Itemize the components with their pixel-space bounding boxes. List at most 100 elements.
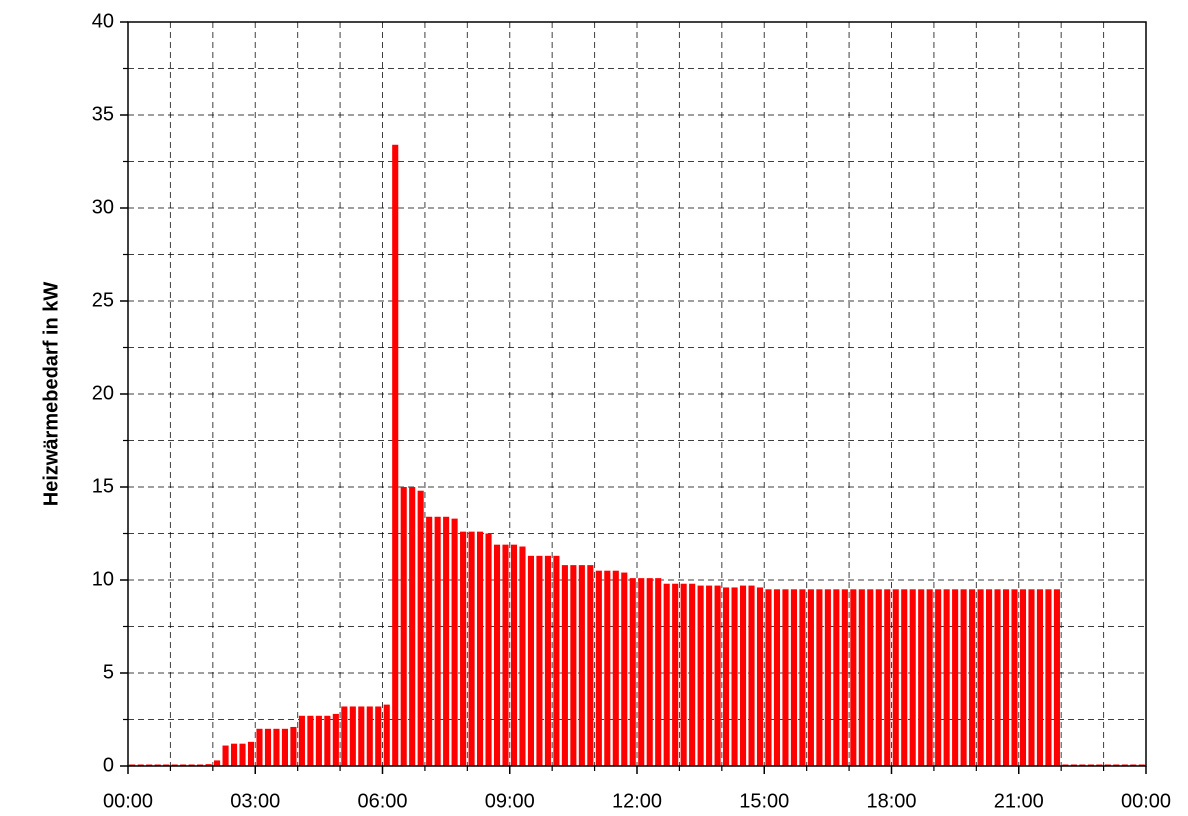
bar (434, 516, 441, 766)
bar (604, 570, 611, 766)
bar (1053, 589, 1060, 766)
bar (230, 743, 238, 766)
bar (358, 706, 365, 766)
bar (986, 589, 993, 766)
bar (247, 741, 255, 766)
bar (909, 589, 916, 766)
bar (290, 726, 297, 766)
bar (723, 587, 730, 766)
bar (672, 583, 679, 766)
bar (782, 589, 789, 766)
bar (935, 589, 942, 766)
bar (918, 589, 925, 766)
y-tick-label: 35 (92, 103, 114, 125)
bar (587, 565, 594, 766)
bar (324, 715, 331, 766)
bar (756, 587, 764, 766)
bar (349, 706, 356, 766)
x-tick-label: 00:00 (103, 790, 153, 812)
bar (680, 583, 687, 766)
bar (451, 518, 458, 766)
bar (926, 589, 933, 766)
y-axis-label: Heizwärmebedarf in kW (40, 282, 62, 507)
bar (739, 585, 747, 766)
bar (748, 585, 755, 766)
bar (409, 487, 416, 766)
bar (273, 728, 280, 766)
x-tick-label: 00:00 (1121, 790, 1171, 812)
x-tick-label: 03:00 (230, 790, 280, 812)
bar (332, 713, 339, 766)
bar (595, 570, 602, 766)
x-tick-label: 06:00 (357, 790, 407, 812)
bar (383, 704, 390, 766)
bar (824, 589, 831, 766)
bar (264, 728, 272, 766)
bar (773, 589, 781, 766)
y-tick-label: 30 (92, 196, 114, 218)
bar (977, 589, 984, 766)
bar (1036, 589, 1044, 766)
bar (875, 589, 882, 766)
bar (1019, 589, 1027, 766)
bar (239, 743, 246, 766)
bar (858, 589, 865, 766)
bar (375, 706, 382, 766)
y-tick-label: 0 (103, 754, 114, 776)
x-tick-label: 15:00 (739, 790, 789, 812)
bar (477, 531, 484, 766)
bar (621, 572, 628, 766)
bar (969, 589, 976, 766)
y-tick-label: 10 (92, 568, 114, 590)
bar (443, 516, 450, 766)
bar (646, 578, 653, 766)
bar (799, 589, 806, 766)
bar (366, 706, 373, 766)
bar (731, 587, 738, 766)
bar (807, 589, 814, 766)
bar (502, 544, 509, 766)
bar (222, 745, 229, 766)
bar (629, 578, 636, 766)
y-tick-label: 25 (92, 289, 114, 311)
bar (841, 589, 848, 766)
x-tick-label: 21:00 (994, 790, 1044, 812)
x-tick-label: 09:00 (485, 790, 535, 812)
y-tick-label: 20 (92, 382, 114, 404)
bar (833, 589, 840, 766)
bar (493, 544, 501, 766)
x-tick-label: 18:00 (866, 790, 916, 812)
bar (1011, 589, 1018, 766)
bar (689, 583, 696, 766)
bar (884, 589, 891, 766)
bar (578, 565, 585, 766)
bar (1045, 589, 1052, 766)
bar (714, 585, 721, 766)
bar (612, 570, 619, 766)
bar (460, 531, 467, 766)
bar (341, 706, 348, 766)
bar (663, 583, 670, 766)
bar (1002, 589, 1010, 766)
bar (214, 760, 221, 766)
y-tick-label: 5 (103, 661, 114, 683)
bar (400, 487, 407, 766)
bar (315, 715, 322, 766)
y-tick-label: 15 (92, 475, 114, 497)
bar (943, 589, 950, 766)
bar (510, 544, 518, 766)
bar (281, 728, 288, 766)
bar (570, 565, 577, 766)
bar (392, 144, 399, 766)
bar (426, 516, 433, 766)
bar (892, 589, 899, 766)
bar (485, 533, 492, 766)
x-tick-label: 12:00 (612, 790, 662, 812)
bar (706, 585, 713, 766)
bar (697, 585, 704, 766)
bar (790, 589, 797, 766)
bar (307, 715, 314, 766)
bar (553, 555, 560, 766)
bar (850, 589, 857, 766)
bar (816, 589, 823, 766)
